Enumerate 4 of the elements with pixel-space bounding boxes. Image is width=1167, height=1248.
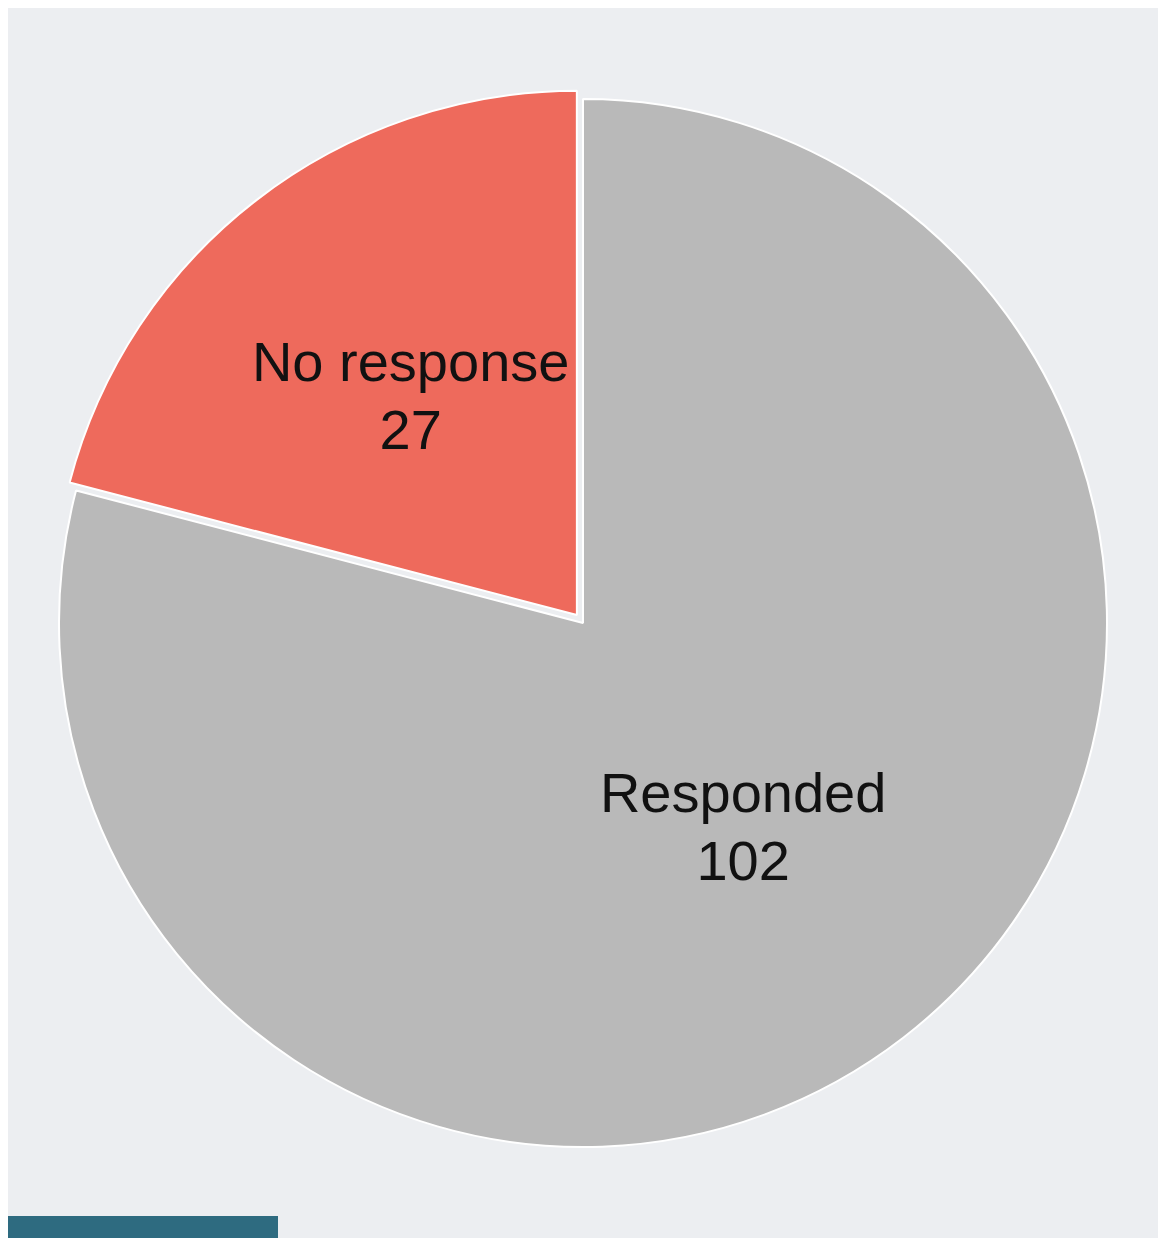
data-label: 27 <box>379 398 442 462</box>
slice-label: No response <box>251 330 570 394</box>
data-label: 102 <box>696 828 790 892</box>
slice-label: Responded <box>599 760 887 824</box>
